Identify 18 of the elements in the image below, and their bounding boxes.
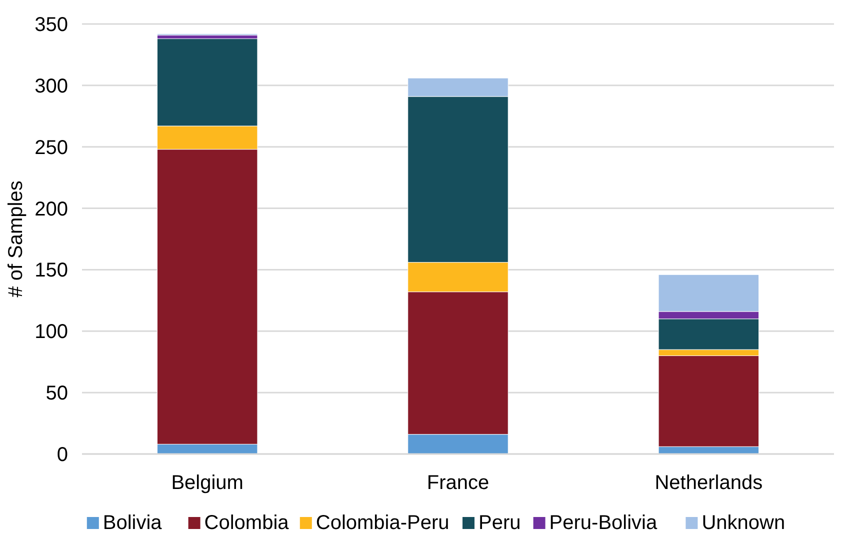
y-tick-label: 100	[34, 321, 68, 344]
legend-label: Peru	[478, 512, 521, 534]
y-tick-label: 300	[34, 75, 68, 98]
legend-label: Bolivia	[102, 512, 163, 534]
y-tick-label: 0	[56, 444, 68, 466]
legend-label: Colombia-Peru	[316, 512, 450, 534]
y-tick-label: 50	[46, 382, 68, 405]
y-axis-title: # of Samples	[5, 180, 27, 298]
x-tick-label: Belgium	[171, 472, 244, 494]
legend-label: Peru-Bolivia	[549, 512, 658, 534]
y-tick-label: 350	[34, 14, 68, 36]
y-tick-label: 250	[34, 136, 68, 159]
x-tick-label: France	[426, 472, 490, 494]
y-tick-label: 200	[34, 198, 68, 220]
y-tick-label: 150	[34, 260, 68, 282]
x-tick-label: Netherlands	[654, 472, 763, 494]
legend-label: Colombia	[204, 512, 290, 534]
legend-label: Unknown	[702, 512, 786, 534]
